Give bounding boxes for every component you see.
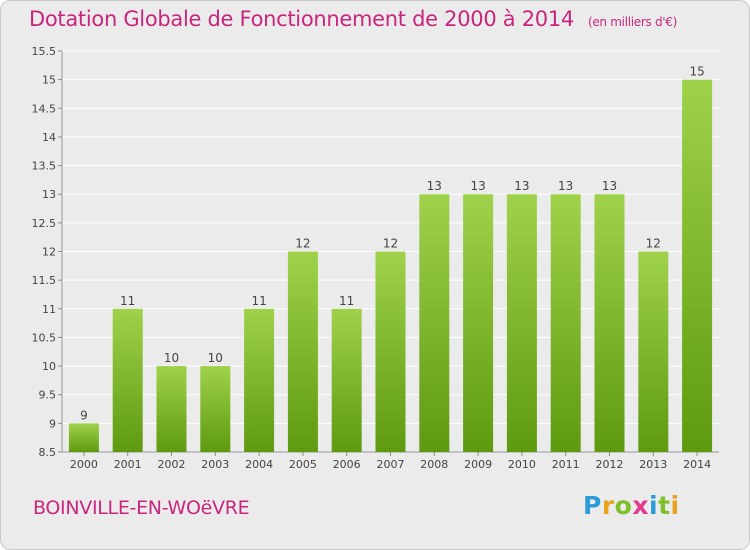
x-tick-label: 2000 — [70, 458, 98, 471]
x-tick-label: 2005 — [289, 458, 317, 471]
x-tick-label: 2006 — [333, 458, 361, 471]
y-tick-label: 11.5 — [32, 274, 57, 287]
bar — [419, 194, 450, 452]
x-tick-label: 2014 — [683, 458, 711, 471]
logo-letter: i — [670, 491, 680, 520]
logo-letter: x — [632, 491, 649, 520]
y-tick-label: 15 — [42, 74, 56, 87]
y-tick-label: 15.5 — [32, 45, 57, 58]
x-tick-label: 2011 — [552, 458, 580, 471]
bar — [331, 308, 362, 452]
data-label: 11 — [251, 294, 266, 308]
bar — [506, 194, 537, 452]
y-tick-label: 9 — [49, 417, 56, 430]
y-tick-label: 14 — [42, 131, 56, 144]
bar — [375, 251, 406, 452]
bar — [68, 423, 99, 452]
logo-letter: i — [649, 491, 659, 520]
bar — [638, 251, 669, 452]
y-tick-label: 14.5 — [32, 102, 57, 115]
title-text: Dotation Globale de Fonctionnement de 20… — [29, 7, 574, 31]
bar — [200, 366, 231, 452]
data-label: 13 — [602, 179, 617, 193]
x-tick-label: 2003 — [201, 458, 229, 471]
data-label: 9 — [80, 408, 88, 422]
proxiti-logo: Proxiti — [583, 491, 680, 520]
y-tick-label: 11 — [42, 303, 56, 316]
bar — [287, 251, 318, 452]
y-tick-label: 10.5 — [32, 331, 57, 344]
y-tick-label: 8.5 — [39, 446, 57, 459]
logo-letter: P — [583, 491, 602, 520]
x-tick-label: 2009 — [464, 458, 492, 471]
bar — [156, 366, 187, 452]
bar — [244, 308, 275, 452]
x-tick-label: 2013 — [639, 458, 667, 471]
y-tick-label: 12.5 — [32, 217, 57, 230]
y-tick-label: 13 — [42, 188, 56, 201]
data-label: 11 — [120, 294, 135, 308]
bar — [682, 79, 713, 453]
y-tick-label: 10 — [42, 360, 56, 373]
x-tick-label: 2012 — [596, 458, 624, 471]
data-label: 13 — [470, 179, 485, 193]
data-label: 11 — [339, 294, 354, 308]
data-label: 10 — [208, 351, 223, 365]
logo-letter: r — [601, 491, 615, 520]
y-tick-label: 13.5 — [32, 160, 57, 173]
data-label: 12 — [295, 237, 310, 251]
data-label: 15 — [689, 65, 704, 79]
data-label: 13 — [427, 179, 442, 193]
data-label: 13 — [558, 179, 573, 193]
y-tick-label: 12 — [42, 246, 56, 259]
bar — [594, 194, 625, 452]
unit-note: (en milliers d'€) — [587, 15, 677, 29]
data-label: 13 — [514, 179, 529, 193]
x-tick-label: 2001 — [114, 458, 142, 471]
x-tick-label: 2010 — [508, 458, 536, 471]
x-tick-label: 2004 — [245, 458, 273, 471]
x-tick-label: 2007 — [377, 458, 405, 471]
data-label: 12 — [383, 237, 398, 251]
y-tick-label: 9.5 — [39, 389, 57, 402]
logo-letter: o — [614, 491, 633, 520]
data-label: 10 — [164, 351, 179, 365]
bar — [112, 308, 143, 452]
commune-name: BOINVILLE-EN-WOëVRE — [33, 497, 250, 519]
data-label: 12 — [646, 237, 661, 251]
x-tick-label: 2008 — [420, 458, 448, 471]
chart-title: Dotation Globale de Fonctionnement de 20… — [29, 7, 677, 31]
x-tick-label: 2002 — [158, 458, 186, 471]
bar — [463, 194, 494, 452]
bar — [550, 194, 581, 452]
logo-letter: t — [658, 491, 671, 520]
